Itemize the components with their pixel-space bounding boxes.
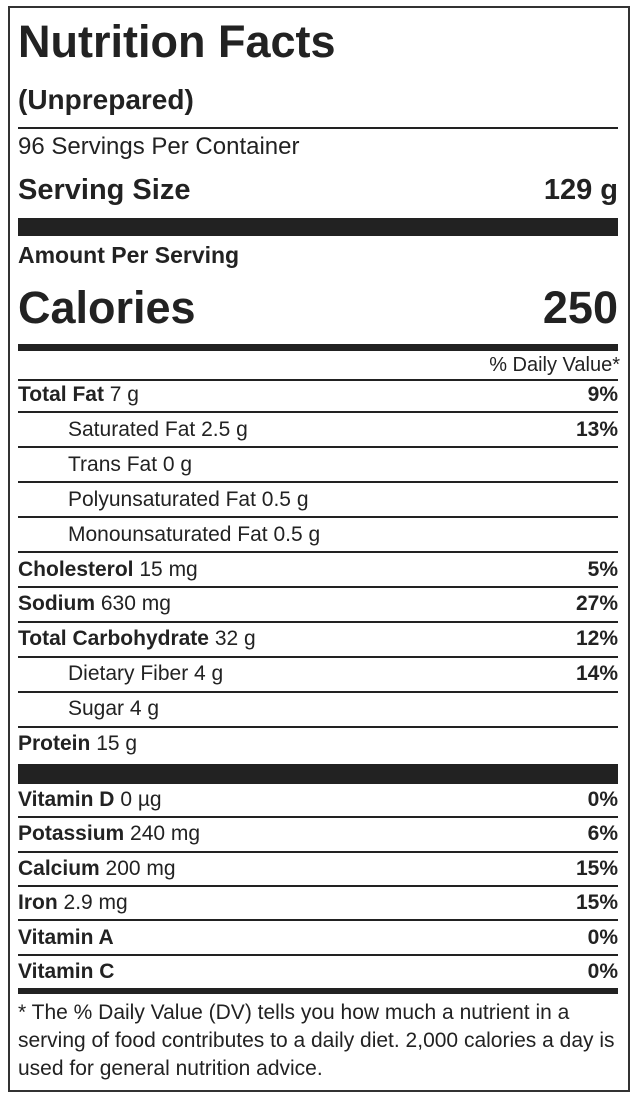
nutrient-name: Sugar [68,697,125,721]
daily-value: 6% [587,822,618,846]
amount-heading: Amount Per Serving [18,242,240,268]
nutrient-name: Dietary Fiber [68,662,189,686]
rule [18,411,618,414]
subtitle: (Unprepared) [18,84,194,115]
rule [18,551,618,554]
rule [18,516,618,519]
nutrient-line: Total Carbohydrate 32 g [18,625,256,653]
nutrient-amount: 0.5 g [273,522,321,546]
rule [18,127,618,129]
nutrient-name: Vitamin A [18,925,114,949]
rule [18,953,618,956]
nutrient-name: Trans Fat [68,452,158,476]
nutrient-amount: 32 g [214,627,256,651]
dv-heading: % Daily Value* [489,354,620,376]
rule [18,816,618,819]
title: Nutrition Facts [18,16,336,67]
nutrient-amount: 240 mg [130,822,201,846]
nutrient-amount: 0 g [162,452,193,476]
nutrient-amount: 4 g [129,697,160,721]
rule [18,850,618,853]
daily-value: 13% [575,417,618,441]
nutrient-name: Monounsaturated Fat [68,522,268,546]
thick-rule [18,344,618,351]
nutrient-line: Sugar 4 g [68,695,159,723]
nutrient-line: Protein 15 g [18,730,137,758]
serving-size: 129 g [543,174,618,206]
nutrient-line: Trans Fat 0 g [68,451,192,479]
thick-rule [18,218,618,236]
nutrient-amount: 4 g [194,662,224,686]
rule [18,655,618,658]
rule [18,620,618,623]
nutrient-line: Polyunsaturated Fat 0.5 g [68,486,309,514]
nutrient-amount: 2.5 g [201,417,248,441]
nutrient-line: Vitamin A [18,924,114,952]
nutrient-line: Total Fat 7 g [18,381,139,409]
daily-value: 0% [587,960,618,983]
daily-value: 12% [575,627,618,651]
servings: 96 Servings Per Container [18,133,300,160]
calories-label: Calories [18,282,196,333]
nutrient-line: Vitamin D 0 µg [18,786,162,814]
nutrient-name: Saturated Fat [68,417,196,441]
daily-value: 27% [575,592,618,616]
nutrient-line: Calcium 200 mg [18,855,176,883]
nutrient-name: Cholesterol [18,557,134,581]
nutrient-amount: 0.5 g [261,487,309,511]
nutrient-name: Iron [18,891,58,915]
rule [18,690,618,693]
nutrient-amount: 7 g [109,383,139,406]
thick-rule [18,764,618,784]
nutrient-name: Total Fat [18,383,104,406]
daily-value: 0% [587,925,618,949]
thick-rule [18,988,618,994]
nutrient-amount: 200 mg [105,856,176,880]
nutrient-name: Sodium [18,592,95,616]
nutrient-line: Vitamin C [18,958,114,986]
nutrient-amount: 2.9 mg [63,891,128,915]
nutrient-name: Potassium [18,822,125,846]
label-border [8,6,630,1092]
nutrient-amount: 0 µg [120,788,162,811]
rule [18,725,618,728]
nutrient-name: Protein [18,732,91,755]
nutrient-line: Monounsaturated Fat 0.5 g [68,521,320,549]
rule [18,885,618,887]
rule [18,379,618,381]
nutrient-name: Total Carbohydrate [18,627,209,651]
nutrient-line: Cholesterol 15 mg [18,556,198,584]
nutrient-name: Vitamin C [18,960,115,983]
nutrient-line: Dietary Fiber 4 g [68,660,223,688]
nutrient-amount: 15 g [96,732,138,755]
nutrient-line: Potassium 240 mg [18,820,200,848]
rule [18,919,618,922]
daily-value: 9% [587,383,618,406]
footnote: * The % Daily Value (DV) tells you how m… [18,1001,615,1080]
daily-value: 15% [575,856,618,880]
nutrient-amount: 15 mg [139,557,198,581]
nutrient-line: Saturated Fat 2.5 g [68,416,248,444]
daily-value: 5% [587,557,618,581]
daily-value: 14% [575,662,618,686]
nutrient-line: Iron 2.9 mg [18,889,128,917]
rule [18,585,618,588]
nutrient-name: Vitamin D [18,788,115,811]
rule [18,446,618,449]
serving-size-label: Serving Size [18,174,191,206]
nutrient-name: Polyunsaturated Fat [68,487,256,511]
nutrient-name: Calcium [18,856,100,880]
daily-value: 0% [587,788,618,811]
nutrient-amount: 630 mg [100,592,171,616]
daily-value: 15% [575,891,618,915]
rule [18,481,618,484]
nutrient-line: Sodium 630 mg [18,590,171,618]
calories-value: 250 [542,282,618,333]
